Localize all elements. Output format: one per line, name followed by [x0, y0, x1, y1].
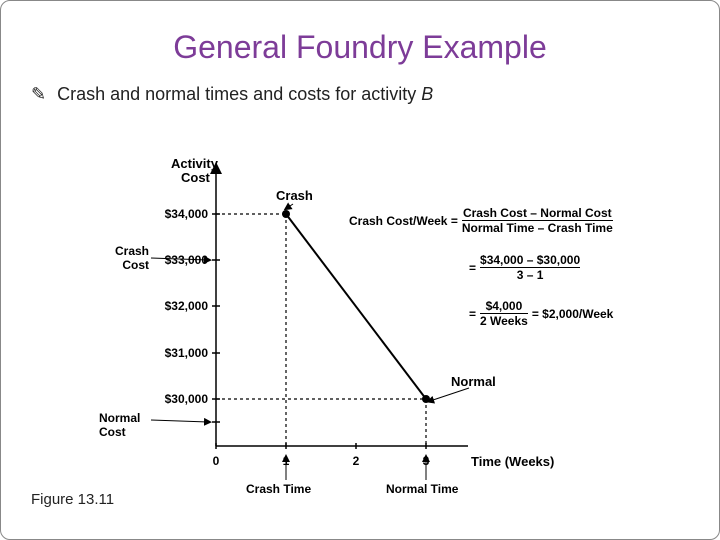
page-title: General Foundry Example	[1, 1, 719, 66]
chart-svg	[81, 156, 681, 501]
bullet-icon: ✎	[31, 84, 52, 104]
figure-number: Figure 13.11	[31, 491, 114, 508]
subtitle: ✎ Crash and normal times and costs for a…	[1, 66, 719, 105]
subtitle-activity: B	[421, 84, 433, 104]
subtitle-text: Crash and normal times and costs for act…	[57, 84, 421, 104]
chart: Activity Cost Crash $34,000 $33,000 $32,…	[81, 156, 681, 516]
